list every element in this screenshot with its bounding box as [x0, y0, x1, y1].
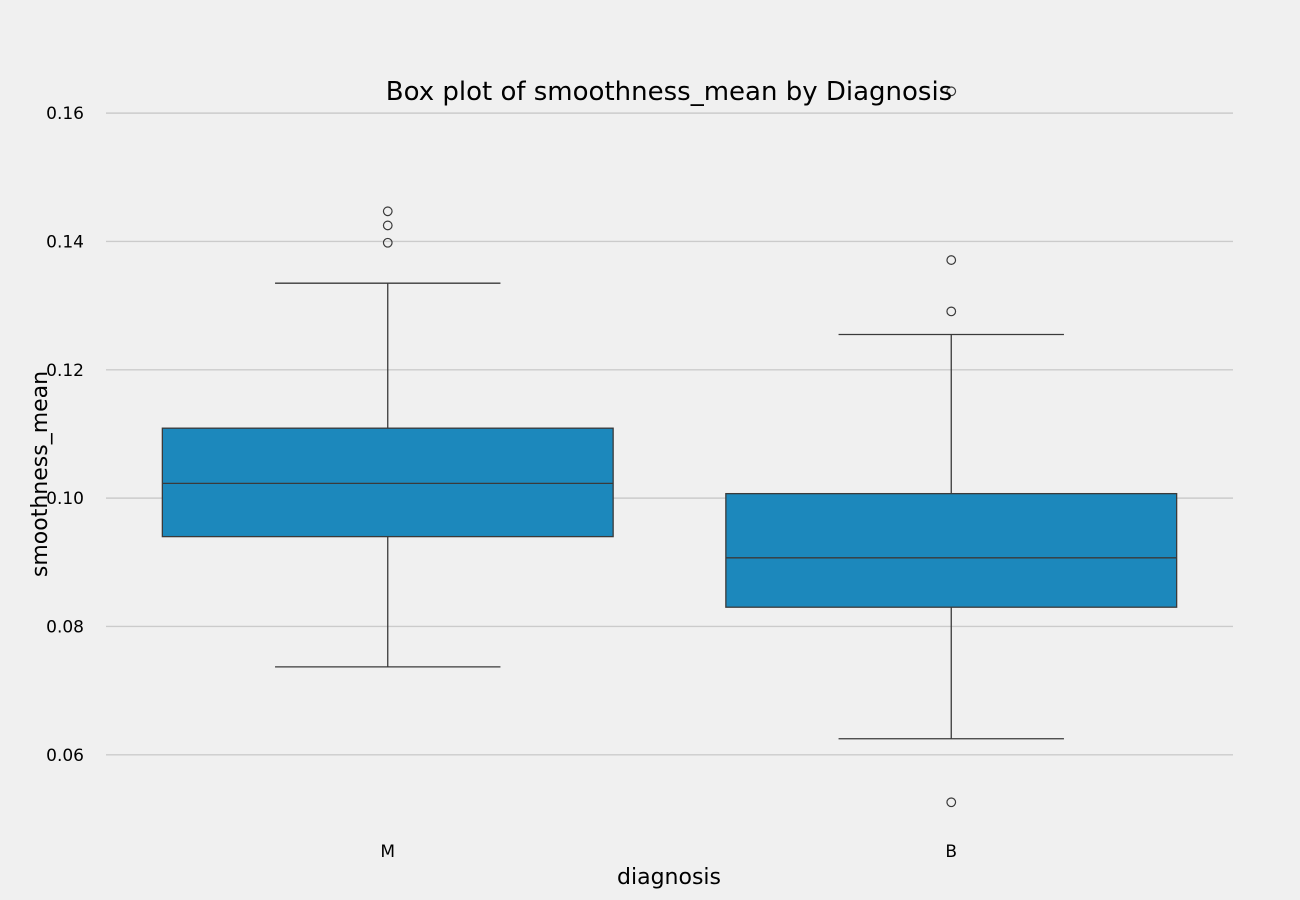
x-tick-label: M — [380, 842, 395, 862]
iqr-box — [725, 492, 1178, 608]
y-axis-ticks: 0.06 0.08 0.10 0.12 0.14 0.16 — [46, 104, 84, 766]
y-axis-label: smoothness_mean — [28, 371, 53, 577]
x-tick-label: B — [945, 842, 957, 862]
box-series — [161, 86, 1178, 808]
outlier-point — [946, 255, 957, 265]
outlier-point — [382, 237, 393, 248]
iqr-box — [161, 427, 614, 538]
y-tick-label: 0.08 — [46, 617, 84, 637]
box-M — [161, 206, 614, 668]
y-tick-label: 0.16 — [46, 104, 84, 124]
outlier-point — [946, 306, 957, 317]
chart-title: Box plot of smoothness_mean by Diagnosis — [386, 77, 952, 107]
outlier-point — [382, 220, 393, 231]
y-tick-label: 0.06 — [46, 746, 84, 766]
outlier-point — [382, 206, 393, 217]
box-B — [725, 86, 1178, 808]
x-axis-label: diagnosis — [617, 865, 721, 890]
outlier-point — [946, 797, 957, 808]
y-tick-label: 0.14 — [46, 232, 84, 252]
outlier-point — [946, 86, 957, 97]
y-tick-label: 0.12 — [46, 361, 84, 381]
y-tick-label: 0.10 — [46, 489, 84, 509]
